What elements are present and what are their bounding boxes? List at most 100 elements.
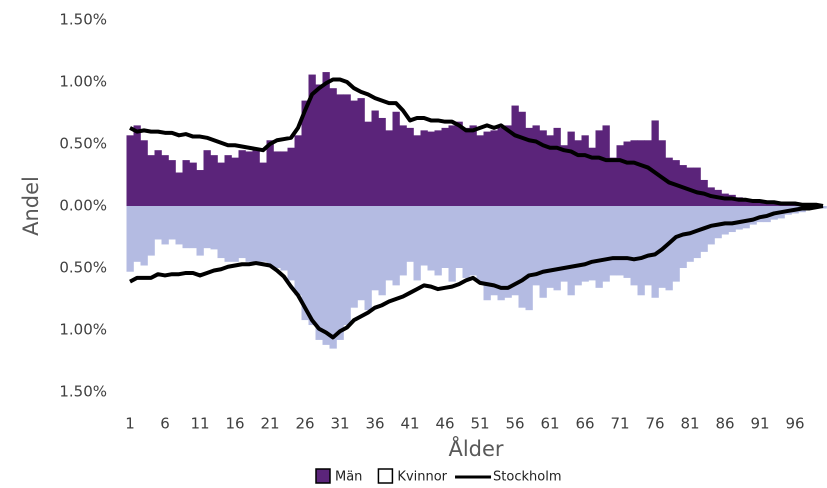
- bar: [294, 135, 302, 206]
- bar: [630, 206, 638, 286]
- x-tick-label: 6: [160, 415, 170, 433]
- bar: [385, 130, 393, 206]
- bar: [427, 206, 435, 271]
- bar: [476, 206, 484, 282]
- bar: [413, 206, 421, 281]
- y-axis-title: Andel: [19, 176, 43, 236]
- bar: [161, 155, 169, 206]
- bar: [210, 206, 218, 250]
- bar: [518, 206, 526, 308]
- legend-label: Kvinnor: [397, 470, 447, 485]
- bar: [392, 111, 400, 206]
- bar: [581, 206, 589, 282]
- bar: [210, 155, 218, 206]
- bar: [581, 135, 589, 206]
- bar: [168, 206, 176, 240]
- bar: [420, 206, 428, 266]
- bar: [420, 130, 428, 206]
- bar: [665, 206, 673, 291]
- bar: [476, 135, 484, 206]
- bar: [399, 125, 407, 206]
- x-tick-label: 31: [330, 415, 349, 433]
- bar: [742, 206, 750, 229]
- bar: [294, 206, 302, 296]
- bar: [322, 206, 330, 345]
- bar: [441, 127, 449, 206]
- bar: [567, 206, 575, 296]
- y-tick-label: 1.50%: [59, 11, 107, 29]
- bar: [140, 140, 148, 206]
- x-tick-label: 26: [295, 415, 314, 433]
- bar: [756, 206, 764, 223]
- x-tick-label: 46: [435, 415, 454, 433]
- bar: [231, 157, 239, 206]
- bar: [140, 206, 148, 266]
- bar: [357, 206, 365, 301]
- x-axis-title: Ålder: [448, 435, 503, 461]
- bar: [490, 206, 498, 296]
- bar: [595, 206, 603, 288]
- bar: [133, 125, 141, 206]
- bar: [448, 125, 456, 206]
- bar: [329, 88, 337, 206]
- x-tick-label: 51: [470, 415, 489, 433]
- bar: [630, 140, 638, 206]
- bar: [658, 140, 666, 206]
- bar: [525, 127, 533, 206]
- bar: [679, 206, 687, 268]
- bar: [574, 140, 582, 206]
- y-tick-label: 1.00%: [59, 321, 107, 339]
- bar: [441, 206, 449, 268]
- bar: [462, 206, 470, 278]
- bar: [455, 206, 463, 268]
- bar: [217, 206, 225, 259]
- bar: [301, 206, 309, 321]
- bar: [504, 206, 512, 298]
- bar: [238, 150, 246, 206]
- bar: [168, 160, 176, 206]
- bar: [196, 206, 204, 256]
- bar: [462, 127, 470, 206]
- bar: [385, 206, 393, 281]
- bar: [511, 206, 519, 296]
- bar: [350, 100, 358, 206]
- bar: [602, 206, 610, 282]
- bar: [672, 206, 680, 282]
- bar: [238, 206, 246, 259]
- bar: [413, 135, 421, 206]
- bar: [182, 206, 190, 249]
- bar: [329, 206, 337, 349]
- bar: [245, 206, 253, 262]
- bar: [287, 147, 295, 206]
- bar: [721, 206, 729, 235]
- x-tick-label: 81: [680, 415, 699, 433]
- bar: [126, 135, 134, 206]
- y-tick-label: 1.50%: [59, 383, 107, 401]
- bar: [147, 206, 155, 256]
- x-tick-label: 61: [540, 415, 559, 433]
- x-tick-label: 16: [225, 415, 244, 433]
- bar: [224, 206, 232, 262]
- bar: [364, 121, 372, 206]
- x-tick-label: 71: [610, 415, 629, 433]
- bar: [539, 130, 547, 206]
- bar: [133, 206, 141, 262]
- bar: [273, 151, 281, 206]
- bar: [371, 206, 379, 291]
- bar: [315, 206, 323, 340]
- x-tick-label: 21: [260, 415, 279, 433]
- bar: [511, 105, 519, 206]
- bar: [448, 206, 456, 282]
- line: [129, 204, 824, 340]
- bar: [196, 170, 204, 206]
- bar: [595, 130, 603, 206]
- bar: [686, 167, 694, 206]
- x-tick-label: 96: [785, 415, 804, 433]
- bar: [525, 206, 533, 311]
- bar: [644, 140, 652, 206]
- bar: [623, 141, 631, 206]
- x-tick-label: 56: [505, 415, 524, 433]
- bar: [259, 162, 267, 206]
- bar: [203, 206, 211, 249]
- bar: [252, 206, 260, 262]
